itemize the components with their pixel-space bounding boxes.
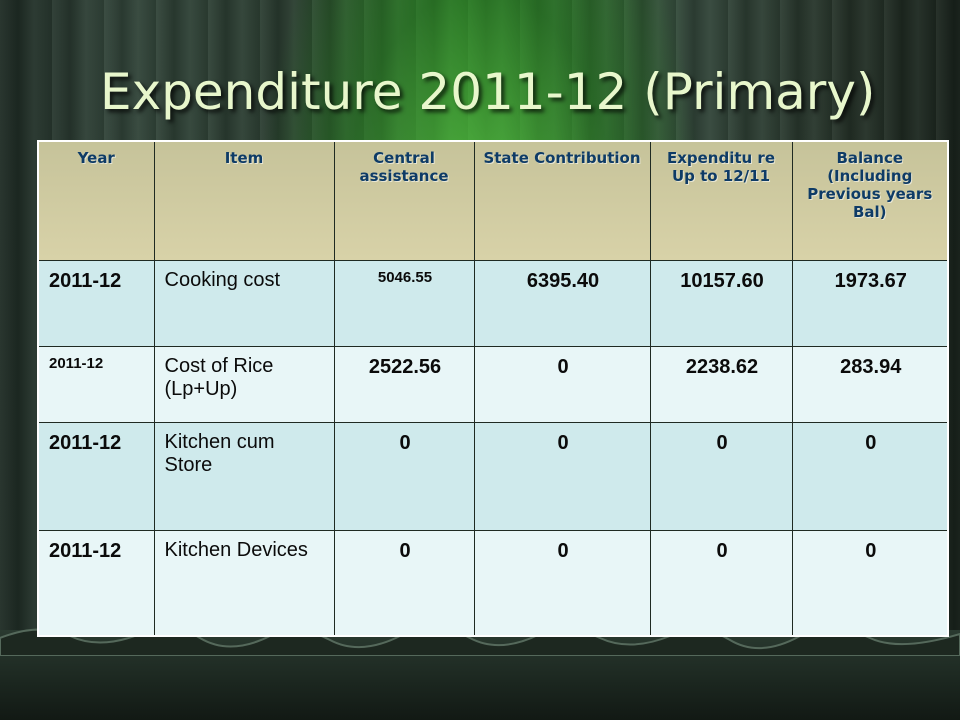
table-row: 2011-12 Kitchen Devices 0 0 0 0 — [37, 529, 949, 637]
stage-floor — [0, 626, 960, 720]
cell-state-contribution: 0 — [473, 345, 651, 423]
header-balance: Balance (Including Previous years Bal) — [791, 140, 949, 261]
cell-item: Kitchen cum Store — [153, 421, 335, 531]
table-row: 2011-12 Cost of Rice (Lp+Up) 2522.56 0 2… — [37, 345, 949, 423]
cell-state-contribution: 0 — [473, 421, 651, 531]
cell-central-assistance: 0 — [333, 529, 475, 637]
cell-balance: 1973.67 — [791, 259, 949, 347]
header-central-assistance: Central assistance — [333, 140, 475, 261]
cell-item: Cost of Rice (Lp+Up) — [153, 345, 335, 423]
cell-item: Cooking cost — [153, 259, 335, 347]
cell-expenditure: 2238.62 — [649, 345, 793, 423]
cell-year: 2011-12 — [37, 421, 155, 531]
cell-central-assistance: 5046.55 — [333, 259, 475, 347]
header-expenditure: Expenditu re Up to 12/11 — [649, 140, 793, 261]
cell-expenditure: 10157.60 — [649, 259, 793, 347]
table-row: 2011-12 Cooking cost 5046.55 6395.40 101… — [37, 259, 949, 347]
header-state-contribution: State Contribution — [473, 140, 651, 261]
expenditure-table: Year Item Central assistance State Contr… — [37, 140, 949, 637]
cell-expenditure: 0 — [649, 529, 793, 637]
cell-state-contribution: 0 — [473, 529, 651, 637]
cell-balance: 283.94 — [791, 345, 949, 423]
header-year: Year — [37, 140, 155, 261]
cell-item: Kitchen Devices — [153, 529, 335, 637]
cell-central-assistance: 2522.56 — [333, 345, 475, 423]
cell-central-assistance: 0 — [333, 421, 475, 531]
cell-expenditure: 0 — [649, 421, 793, 531]
table-row: 2011-12 Kitchen cum Store 0 0 0 0 — [37, 421, 949, 531]
cell-year: 2011-12 — [37, 259, 155, 347]
table-header-row: Year Item Central assistance State Contr… — [37, 140, 949, 261]
cell-balance: 0 — [791, 421, 949, 531]
page-title: Expenditure 2011-12 (Primary) — [100, 63, 876, 121]
header-item: Item — [153, 140, 335, 261]
cell-state-contribution: 6395.40 — [473, 259, 651, 347]
cell-year: 2011-12 — [37, 529, 155, 637]
cell-balance: 0 — [791, 529, 949, 637]
cell-year: 2011-12 — [37, 345, 155, 423]
